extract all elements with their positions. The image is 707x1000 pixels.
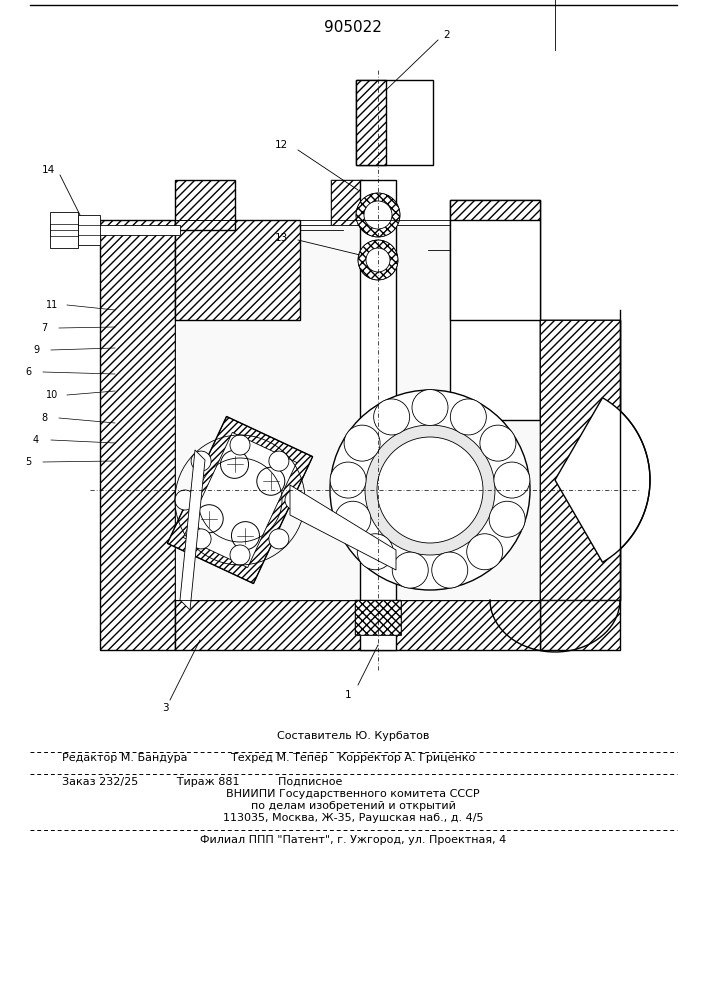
Bar — [175, 600, 540, 650]
Text: 6: 6 — [25, 367, 31, 377]
Circle shape — [335, 501, 371, 537]
Bar — [100, 220, 175, 650]
Text: 113035, Москва, Ж-35, Раушская наб., д. 4/5: 113035, Москва, Ж-35, Раушская наб., д. … — [223, 813, 484, 823]
Circle shape — [357, 534, 393, 570]
Bar — [355, 600, 401, 635]
Circle shape — [344, 425, 380, 461]
Bar — [356, 80, 386, 165]
Text: 10: 10 — [46, 390, 58, 400]
Text: Заказ 232/25           Тираж 881           Подписное: Заказ 232/25 Тираж 881 Подписное — [62, 777, 342, 787]
Circle shape — [366, 248, 390, 272]
Text: 11: 11 — [46, 300, 58, 310]
Bar — [450, 200, 540, 320]
Circle shape — [257, 467, 285, 495]
Circle shape — [494, 462, 530, 498]
Text: 1: 1 — [345, 690, 351, 700]
Circle shape — [269, 529, 289, 549]
Circle shape — [364, 201, 392, 229]
Circle shape — [356, 193, 400, 237]
Bar — [331, 180, 363, 230]
Bar — [540, 320, 620, 600]
Text: по делам изобретений и открытий: по делам изобретений и открытий — [250, 801, 455, 811]
Bar — [540, 320, 620, 650]
Circle shape — [221, 450, 249, 478]
Wedge shape — [555, 398, 650, 562]
Circle shape — [467, 534, 503, 570]
Text: 2: 2 — [443, 30, 450, 40]
Polygon shape — [180, 450, 205, 610]
Circle shape — [365, 425, 495, 555]
Text: Составитель Ю. Курбатов: Составитель Ю. Курбатов — [277, 731, 429, 741]
Text: 12: 12 — [275, 140, 288, 150]
Text: Техред М. Тепер   Корректор А. Гриценко: Техред М. Тепер Корректор А. Гриценко — [231, 753, 475, 763]
Bar — [175, 220, 300, 320]
Bar — [450, 200, 540, 220]
Bar — [356, 80, 433, 165]
Polygon shape — [290, 485, 396, 570]
Bar — [50, 212, 78, 248]
Circle shape — [412, 389, 448, 426]
Circle shape — [231, 522, 259, 550]
Circle shape — [489, 501, 525, 537]
Text: 9: 9 — [33, 345, 39, 355]
Bar — [50, 225, 180, 235]
Text: 4: 4 — [33, 435, 39, 445]
Text: 13: 13 — [275, 233, 288, 243]
Circle shape — [230, 545, 250, 565]
Bar — [360, 180, 396, 650]
Text: 905022: 905022 — [324, 19, 382, 34]
Bar — [356, 80, 386, 165]
Circle shape — [480, 425, 516, 461]
Circle shape — [392, 552, 428, 588]
Text: 5: 5 — [25, 457, 31, 467]
Circle shape — [285, 490, 305, 510]
Bar — [540, 320, 620, 600]
Bar — [540, 320, 620, 650]
Bar — [450, 200, 540, 220]
Bar — [450, 220, 540, 420]
Text: 8: 8 — [41, 413, 47, 423]
Bar — [540, 320, 620, 600]
Text: 14: 14 — [42, 165, 55, 175]
Bar — [355, 600, 401, 635]
Text: 7: 7 — [41, 323, 47, 333]
Bar — [175, 220, 300, 320]
Circle shape — [377, 437, 483, 543]
Circle shape — [191, 451, 211, 471]
Polygon shape — [183, 432, 297, 568]
Bar — [175, 180, 235, 230]
Circle shape — [374, 399, 409, 435]
Text: 3: 3 — [162, 703, 168, 713]
Circle shape — [195, 505, 223, 533]
Bar — [175, 180, 235, 230]
Circle shape — [330, 390, 530, 590]
Polygon shape — [168, 416, 312, 584]
Text: Редактор М. Бандура: Редактор М. Бандура — [62, 753, 187, 763]
Circle shape — [269, 451, 289, 471]
Circle shape — [432, 552, 468, 588]
Bar — [175, 225, 540, 600]
Bar — [175, 600, 540, 650]
Circle shape — [330, 462, 366, 498]
Text: ВНИИПИ Государственного комитета СССР: ВНИИПИ Государственного комитета СССР — [226, 789, 480, 799]
Bar — [331, 180, 363, 230]
Circle shape — [450, 399, 486, 435]
Circle shape — [358, 240, 398, 280]
Text: Филиал ППП "Патент", г. Ужгород, ул. Проектная, 4: Филиал ППП "Патент", г. Ужгород, ул. Про… — [200, 835, 506, 845]
Circle shape — [230, 435, 250, 455]
Circle shape — [191, 529, 211, 549]
Bar — [363, 180, 383, 230]
Bar — [78, 215, 100, 245]
Circle shape — [175, 490, 195, 510]
Bar — [100, 220, 175, 650]
